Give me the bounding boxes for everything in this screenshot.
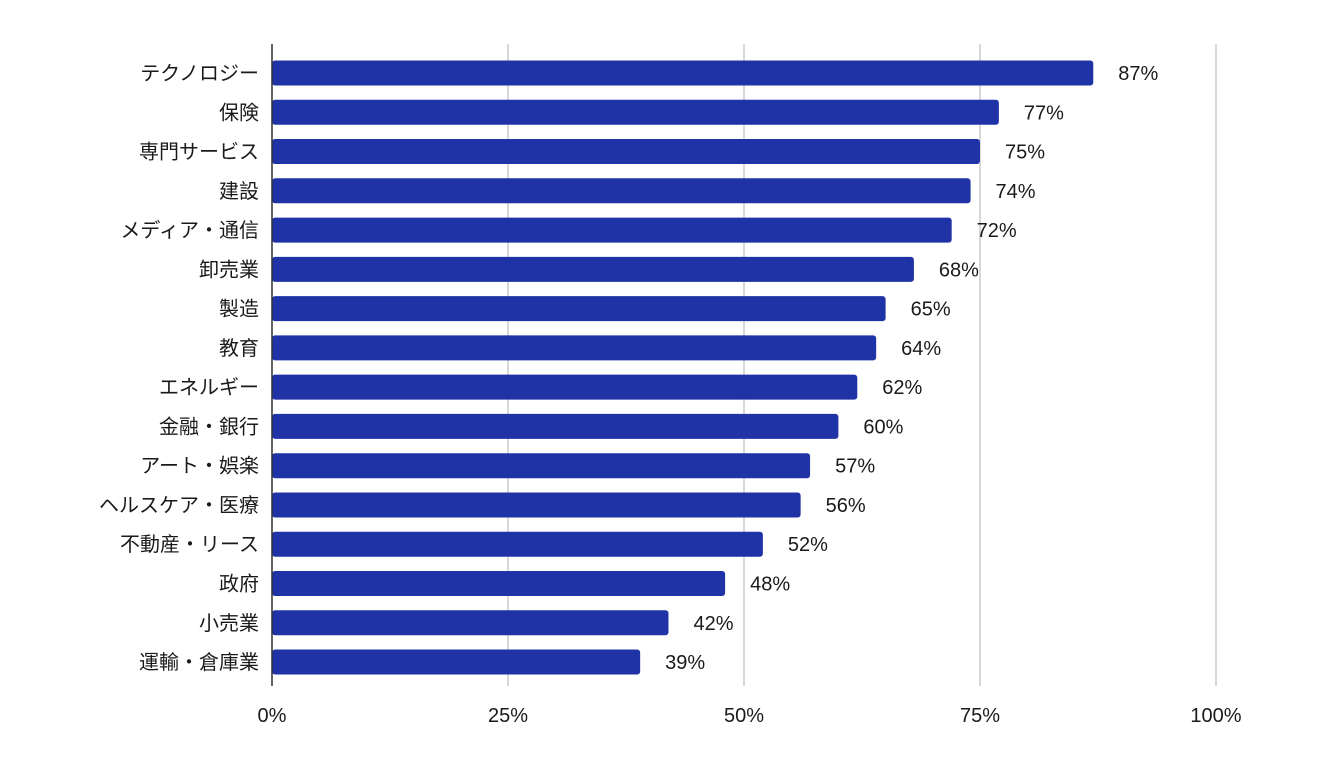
data-label: 75% xyxy=(1005,142,1045,164)
data-label: 68% xyxy=(939,259,979,281)
category-label: 金融・銀行 xyxy=(159,414,259,438)
data-label: 64% xyxy=(901,338,941,360)
category-label: 教育 xyxy=(219,336,259,360)
category-label: テクノロジー xyxy=(140,61,259,85)
bar xyxy=(272,413,839,439)
bar xyxy=(272,139,980,165)
bar xyxy=(272,256,914,282)
bar xyxy=(272,610,669,636)
category-label: 卸売業 xyxy=(199,257,259,281)
category-label: 小売業 xyxy=(199,611,259,635)
bar xyxy=(272,335,877,361)
data-label: 87% xyxy=(1118,63,1158,85)
data-label: 74% xyxy=(996,181,1036,203)
bar xyxy=(272,178,971,204)
category-label: 製造 xyxy=(219,297,259,321)
category-label: ヘルスケア・医療 xyxy=(99,493,259,517)
bar xyxy=(272,217,952,243)
category-label: アート・娯楽 xyxy=(140,454,259,478)
x-tick-label: 50% xyxy=(724,705,764,727)
category-label: 不動産・リース xyxy=(120,532,259,556)
bar xyxy=(272,453,811,479)
data-label: 65% xyxy=(911,299,951,321)
x-tick-label: 0% xyxy=(258,705,287,727)
data-label: 60% xyxy=(863,416,903,438)
data-label: 72% xyxy=(977,220,1017,242)
bar xyxy=(272,571,726,597)
category-label: 政府 xyxy=(219,572,259,596)
category-label: メディア・通信 xyxy=(120,218,259,242)
bar xyxy=(272,99,999,125)
category-label: 保険 xyxy=(219,100,259,124)
category-label: エネルギー xyxy=(159,375,259,399)
data-label: 77% xyxy=(1024,102,1064,124)
category-label: 運輸・倉庫業 xyxy=(139,650,259,674)
bar xyxy=(272,60,1094,86)
data-label: 48% xyxy=(750,574,790,596)
bar xyxy=(272,492,801,518)
data-label: 52% xyxy=(788,534,828,556)
x-tick-label: 100% xyxy=(1190,705,1241,727)
data-label: 57% xyxy=(835,456,875,478)
bar xyxy=(272,649,641,675)
data-label: 39% xyxy=(665,652,705,674)
bars xyxy=(272,60,1094,675)
data-label: 62% xyxy=(882,377,922,399)
category-label: 専門サービス xyxy=(139,140,259,164)
x-tick-label: 25% xyxy=(488,705,528,727)
category-label: 建設 xyxy=(219,179,259,203)
bar xyxy=(272,531,763,557)
x-tick-label: 75% xyxy=(960,705,1000,727)
bar xyxy=(272,296,886,322)
data-label: 42% xyxy=(693,613,733,635)
data-label: 56% xyxy=(826,495,866,517)
bar xyxy=(272,374,858,400)
labels: 0% 25% 50% 75% 100% テクノロジー 87% 保険 77% 専門サービス 75% 建設… xyxy=(99,61,1242,727)
